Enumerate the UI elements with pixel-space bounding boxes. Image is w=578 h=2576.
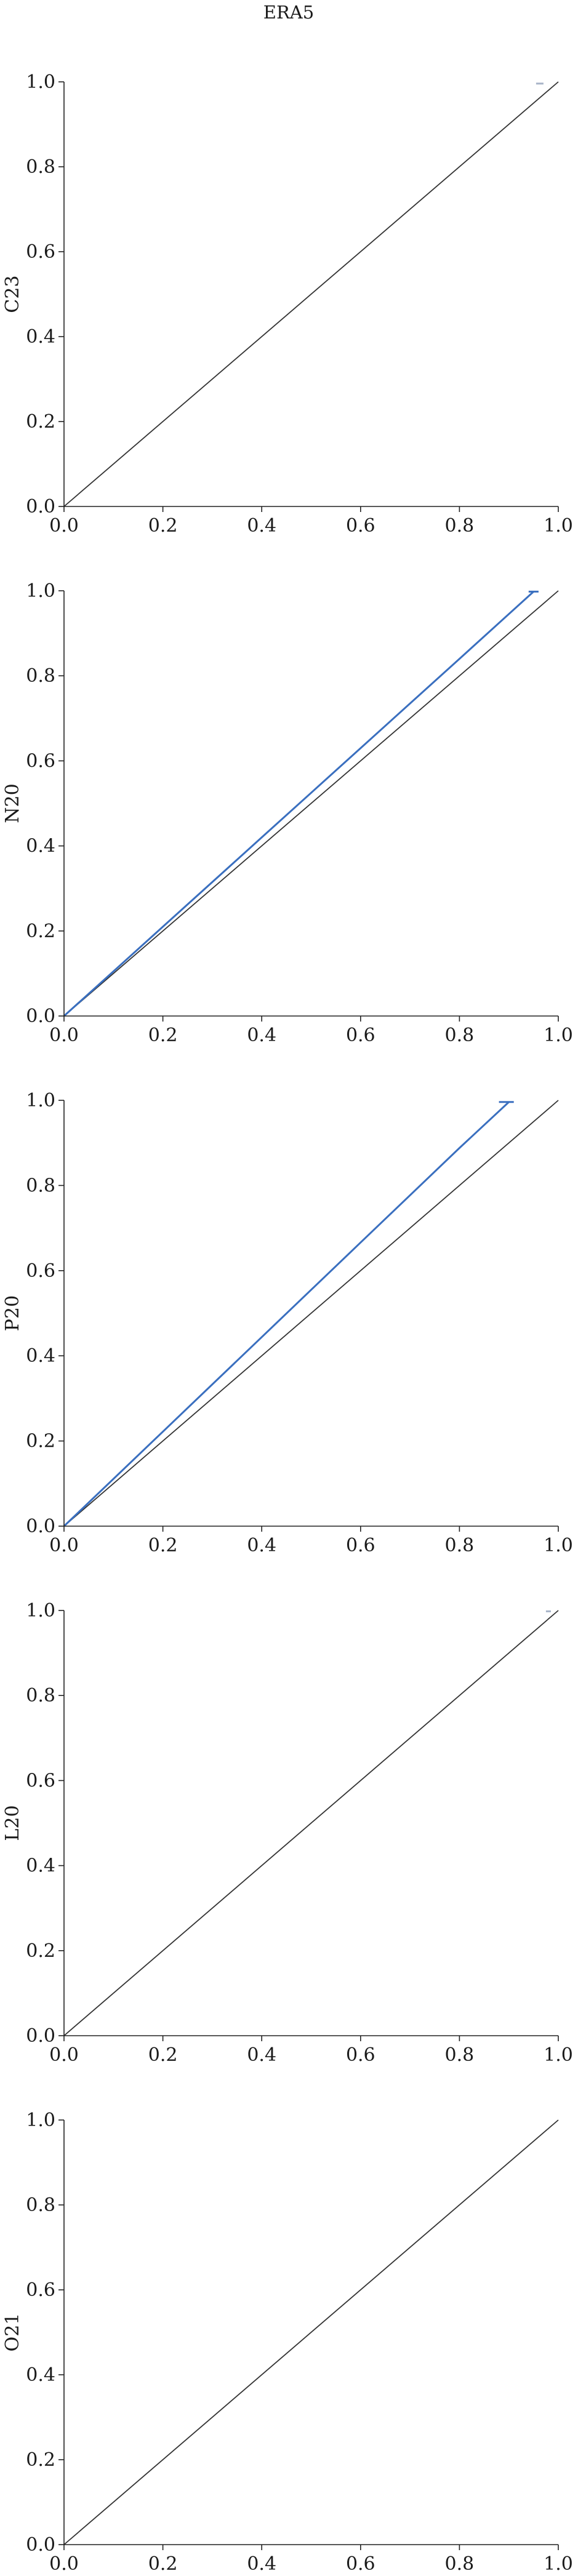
series-line-0 [63,590,539,1017]
subplot-p20: 0.0 0.2 0.4 0.6 0.8 1.0 0.0 0.2 0.4 0.6 0.8 1.0 P20 [2,1090,573,1556]
x-tick-label: 0.0 [49,515,79,537]
x-tick-label: 0.2 [148,2553,178,2575]
x-tick-label: 0.2 [148,2044,178,2066]
x-tick-label: 0.8 [445,1535,475,1556]
y-tick-label: 1.0 [26,580,55,602]
y-tick-label: 0.4 [26,1345,55,1367]
y-axis-label: C23 [2,275,23,313]
y-tick-label: 1.0 [26,2110,55,2131]
y-tick-label: 0.2 [26,411,55,433]
subplot-l20: 0.0 0.2 0.4 0.6 0.8 1.0 0.0 0.2 0.4 0.6 0.8 1.0 L20 [2,1600,573,2066]
x-tick-label: 0.2 [148,1535,178,1556]
subplot-c23: 0.0 0.2 0.4 0.6 0.8 1.0 0.0 0.2 0.4 0.6 0.8 1.0 C23 [2,71,573,537]
x-tick-label: 0.8 [445,515,475,537]
x-tick-label: 0.4 [247,1535,276,1556]
reference-diagonal [63,2119,559,2545]
y-tick-label: 0.2 [26,2449,55,2471]
subplot-panels: 0.00.20.40.60.81.00.0 0.2 0.4 0.6 0.8 1.0C230… [2,71,573,2575]
x-tick-label: 0.0 [49,2553,79,2575]
x-tick-label: 0.2 [148,515,178,537]
reference-diagonal [63,81,559,507]
y-tick-label: 1.0 [26,1600,55,1622]
y-tick-label: 0.4 [26,326,55,348]
y-tick-label: 0.0 [26,2025,55,2047]
x-tick-label: 0.4 [247,1025,276,1046]
x-tick-label: 0.6 [346,2553,375,2575]
x-tick-label: 1.0 [544,1025,573,1046]
y-tick-label: 0.0 [26,496,55,518]
y-tick-label: 0.2 [26,1431,55,1452]
x-tick-label: 1.0 [544,2553,573,2575]
y-tick-label: 0.6 [26,241,55,263]
y-tick-label: 0.0 [26,1006,55,1027]
y-axis-label: N20 [2,783,23,823]
x-tick-label: 0.8 [445,2044,475,2066]
y-tick-label: 0.4 [26,1855,55,1877]
x-tick-label: 1.0 [544,2044,573,2066]
y-tick-label: 0.0 [26,1516,55,1537]
y-tick-label: 0.4 [26,836,55,857]
x-tick-label: 0.0 [49,2044,79,2066]
reference-diagonal [63,1610,559,2036]
x-tick-label: 0.4 [247,515,276,537]
y-tick-label: 0.8 [26,1175,55,1196]
y-tick-label: 0.6 [26,1260,55,1282]
x-tick-label: 0.6 [346,1025,375,1046]
subplot-o21: 0.0 0.2 0.4 0.6 0.8 1.0 0.0 0.2 0.4 0.6 0.8 1.0 O21 [2,2110,573,2575]
y-tick-label: 1.0 [26,1090,55,1111]
y-tick-label: 0.8 [26,1685,55,1706]
x-tick-label: 0.6 [346,515,375,537]
figure-title: ERA5 [263,2,314,23]
x-tick-label: 0.8 [445,2553,475,2575]
x-tick-label: 0.0 [49,1535,79,1556]
y-tick-label: 0.6 [26,1770,55,1791]
y-axis-label: O21 [2,2313,23,2352]
y-axis-label: P20 [2,1295,23,1331]
x-tick-label: 1.0 [544,1535,573,1556]
series-line-0 [63,1101,514,1527]
x-tick-label: 0.4 [247,2553,276,2575]
x-tick-label: 0.4 [247,2044,276,2066]
y-tick-label: 0.2 [26,1940,55,1962]
subplot-n20: 0.0 0.2 0.4 0.6 0.8 1.0 0.0 0.2 0.4 0.6 0.8 1.0 N20 [2,580,573,1046]
y-tick-label: 0.8 [26,2194,55,2216]
y-tick-label: 0.8 [26,156,55,178]
y-axis-label: L20 [2,1805,23,1841]
x-tick-label: 0.8 [445,1025,475,1046]
y-tick-label: 0.4 [26,2364,55,2386]
y-tick-label: 0.6 [26,2279,55,2301]
y-tick-label: 0.8 [26,665,55,687]
y-tick-label: 0.6 [26,750,55,772]
y-tick-label: 0.2 [26,921,55,942]
y-tick-label: 0.0 [26,2534,55,2556]
reference-diagonal [63,1100,559,1527]
x-tick-label: 0.2 [148,1025,178,1046]
y-tick-label: 1.0 [26,71,55,93]
x-tick-label: 0.0 [49,1025,79,1046]
x-tick-label: 1.0 [544,515,573,537]
x-tick-label: 0.6 [346,2044,375,2066]
reference-diagonal [63,590,559,1017]
x-tick-label: 0.6 [346,1535,375,1556]
